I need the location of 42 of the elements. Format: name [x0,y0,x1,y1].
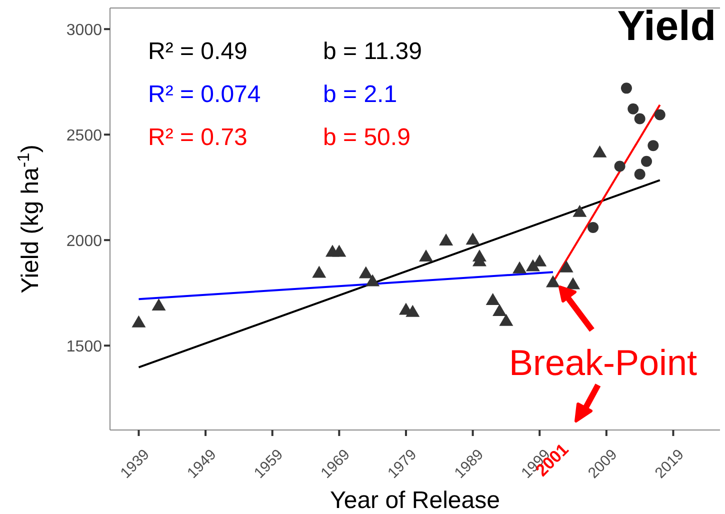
point [466,232,480,245]
point [588,222,599,233]
annotation: R² = 0.074 [148,81,261,108]
point [152,298,166,311]
annotation: b = 11.39 [323,38,422,65]
point [406,304,420,317]
point [634,113,646,124]
point [566,277,580,290]
annotation: b = 2.1 [323,81,398,108]
point [641,156,652,167]
point [546,275,560,288]
chart-title: Yield [617,2,716,49]
y-tick-label: 1500 [66,338,102,356]
point [620,82,632,94]
point [358,266,373,278]
point [572,204,587,217]
annotation: Break-Point [508,342,698,383]
y-tick-label: 2500 [66,127,102,144]
point [486,293,500,306]
point [592,145,607,158]
point [499,314,514,326]
point [559,260,574,272]
y-tick-label: 3000 [66,22,102,39]
point [532,254,547,266]
point [332,244,346,257]
x-axis-title: Year of Release [330,487,500,514]
annotation: R² = 0.49 [148,38,248,65]
y-tick-label: 2000 [66,232,102,250]
point [512,261,527,274]
point [492,304,507,316]
annotation: R² = 0.73 [148,124,248,151]
point [312,266,326,278]
point [648,140,659,152]
point [634,168,646,180]
point [132,315,146,328]
point [614,160,626,172]
point [419,250,434,262]
point [439,234,454,246]
point [654,109,666,120]
annotation: b = 50.9 [323,124,410,151]
point [366,274,380,286]
point [628,103,639,114]
